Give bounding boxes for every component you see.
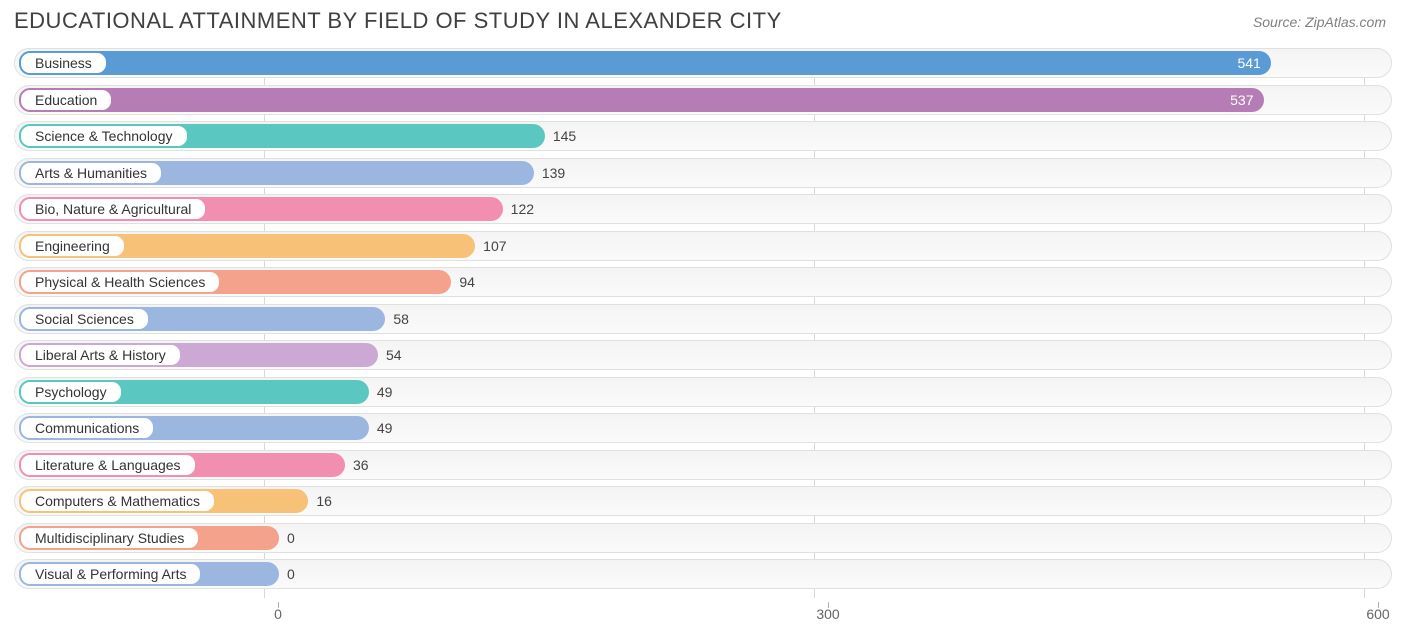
category-label: Visual & Performing Arts [19,562,202,586]
chart-row: 58 Social Sciences [14,304,1392,334]
chart-row: 94 Physical & Health Sciences [14,267,1392,297]
category-label: Arts & Humanities [19,161,163,185]
bar: 537 [19,88,1264,112]
value-label: 145 [553,128,576,144]
chart-row: 54 Liberal Arts & History [14,340,1392,370]
value-label: 122 [511,201,534,217]
value-label: 54 [386,347,402,363]
category-label: Liberal Arts & History [19,343,182,367]
axis-label: 600 [1366,606,1389,622]
value-label: 0 [287,530,295,546]
chart-row: 107 Engineering [14,231,1392,261]
chart-row: 0 Multidisciplinary Studies [14,523,1392,553]
category-label: Science & Technology [19,124,189,148]
value-label: 0 [287,566,295,582]
category-label: Physical & Health Sciences [19,270,221,294]
chart-area: 541 Business 537 Education 145 Science & Tech… [0,38,1406,636]
category-label: Communications [19,416,155,440]
value-label: 58 [393,311,409,327]
category-label: Engineering [19,234,126,258]
value-label: 94 [459,274,475,290]
chart-header: EDUCATIONAL ATTAINMENT BY FIELD OF STUDY… [0,0,1406,38]
chart-row: 49 Communications [14,413,1392,443]
value-label: 107 [483,238,506,254]
category-label: Literature & Languages [19,453,197,477]
chart-row: 139 Arts & Humanities [14,158,1392,188]
category-label: Multidisciplinary Studies [19,526,200,550]
value-label: 16 [316,493,332,509]
chart-row: 16 Computers & Mathematics [14,486,1392,516]
chart-row: 122 Bio, Nature & Agricultural [14,194,1392,224]
value-label: 537 [1230,92,1253,108]
axis-label: 300 [816,606,839,622]
chart-title: EDUCATIONAL ATTAINMENT BY FIELD OF STUDY… [14,8,782,34]
category-label: Psychology [19,380,123,404]
chart-row: 49 Psychology [14,377,1392,407]
chart-source: Source: ZipAtlas.com [1253,14,1386,30]
chart-row: 36 Literature & Languages [14,450,1392,480]
category-label: Business [19,51,108,75]
value-label: 49 [377,420,393,436]
value-label: 36 [353,457,369,473]
category-label: Education [19,88,113,112]
bar: 541 [19,51,1271,75]
category-label: Bio, Nature & Agricultural [19,197,207,221]
chart-row: 145 Science & Technology [14,121,1392,151]
value-label: 139 [542,165,565,181]
value-label: 49 [377,384,393,400]
value-label: 541 [1237,55,1260,71]
axis-label: 0 [274,606,282,622]
chart-row: 541 Business [14,48,1392,78]
chart-row: 0 Visual & Performing Arts [14,559,1392,589]
category-label: Computers & Mathematics [19,489,216,513]
chart-row: 537 Education [14,85,1392,115]
category-label: Social Sciences [19,307,150,331]
x-axis: 0 300 600 [14,602,1392,626]
